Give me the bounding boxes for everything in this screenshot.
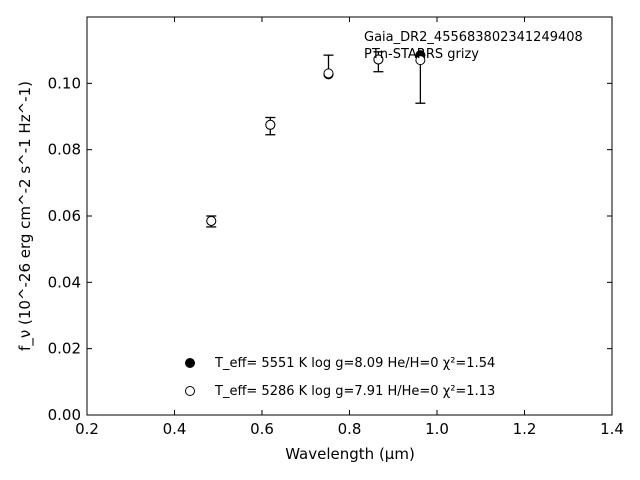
x-tick-label: 0.8 xyxy=(338,420,362,438)
y-tick-label: 0.06 xyxy=(48,207,81,225)
plot-area xyxy=(86,16,613,416)
data-point-open xyxy=(323,68,334,79)
y-tick-label: 0.02 xyxy=(48,340,81,358)
data-point-open xyxy=(265,119,276,130)
x-tick-label: 0.2 xyxy=(75,420,99,438)
x-axis-label: Wavelength (μm) xyxy=(285,445,415,463)
x-tick-label: 0.6 xyxy=(250,420,274,438)
y-tick-label: 0.04 xyxy=(48,273,81,291)
annotation-line-1: Gaia_DR2_455683802341249408 xyxy=(364,30,583,45)
data-point-open xyxy=(415,55,426,66)
y-tick-label: 0.00 xyxy=(48,406,81,424)
y-tick-label: 0.08 xyxy=(48,141,81,159)
axis-ticks: 0.2 0.4 0.6 0.8 1.0 1.2 1.4 0.00 0.02 0.04 0.06 0.0… xyxy=(48,17,624,438)
x-tick-label: 1.2 xyxy=(513,420,537,438)
x-tick-label: 1.0 xyxy=(425,420,449,438)
legend: T_eff= 5551 K log g=8.09 He/H=0 χ²=1.54 … xyxy=(185,356,495,399)
y-axis-label: f_ν (10^-26 erg cm^-2 s^-1 Hz^-1) xyxy=(16,81,35,351)
legend-marker-filled xyxy=(185,358,195,368)
annotation-line-2: PTn-STARRS grizy xyxy=(364,47,479,62)
data-point-open xyxy=(373,54,384,65)
legend-label-2: T_eff= 5286 K log g=7.91 H/He=0 χ²=1.13 xyxy=(214,384,495,399)
y-tick-label: 0.10 xyxy=(48,74,81,92)
legend-marker-open xyxy=(185,386,195,396)
x-tick-label: 0.4 xyxy=(163,420,187,438)
data-points xyxy=(206,50,426,226)
x-tick-label: 1.4 xyxy=(600,420,624,438)
data-point-open xyxy=(206,215,217,226)
legend-label-1: T_eff= 5551 K log g=8.09 He/H=0 χ²=1.54 xyxy=(214,356,495,371)
